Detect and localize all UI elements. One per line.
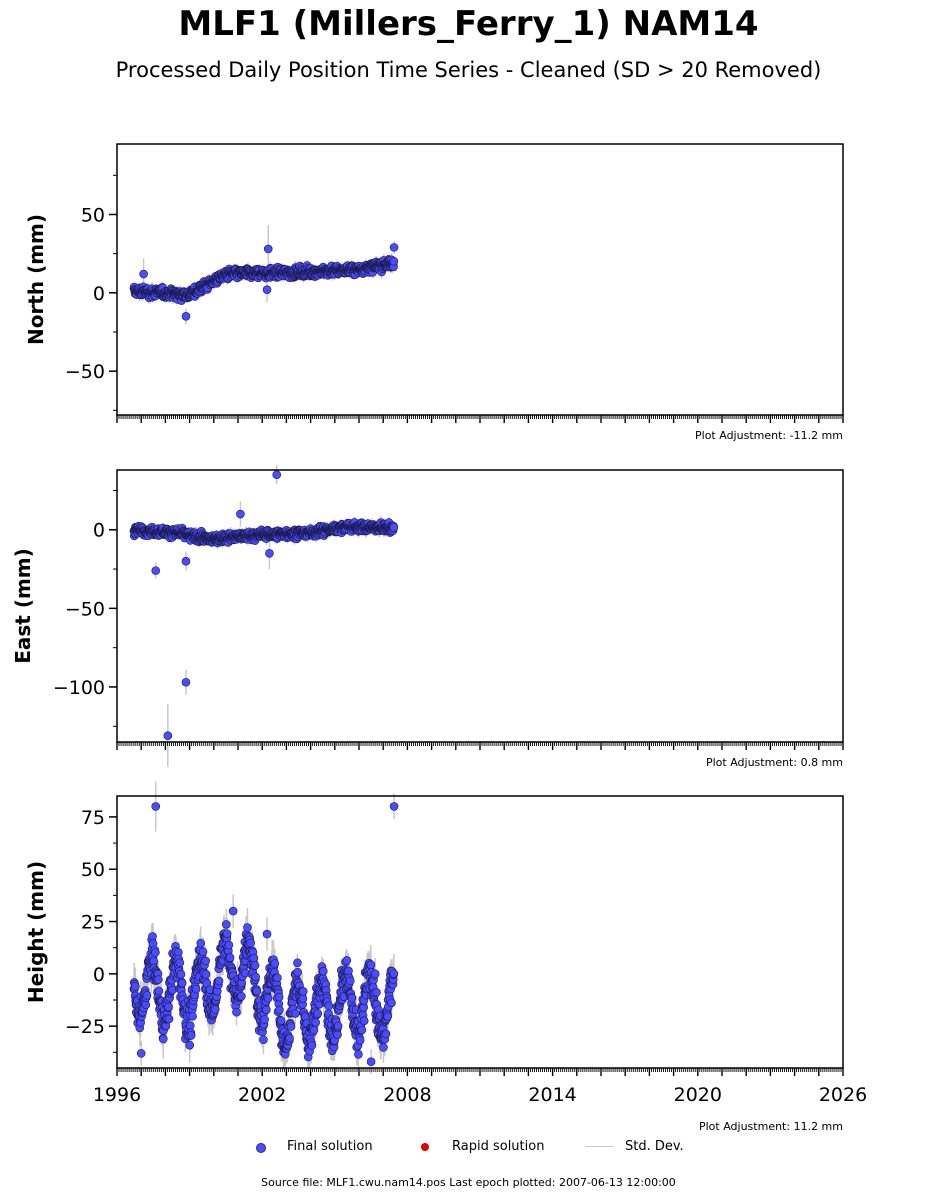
east-ticks: 0 −50 −100: [53, 489, 844, 750]
east-axis-label: East (mm): [11, 548, 35, 664]
data-point: [265, 549, 274, 558]
y-tick-label: −50: [65, 598, 105, 620]
data-point: [151, 566, 161, 575]
data-point: [389, 523, 399, 532]
y-tick-label: 50: [81, 204, 105, 226]
data-point: [139, 269, 148, 279]
data-point: [181, 677, 191, 687]
data-point: [181, 556, 191, 566]
y-tick-label: 0: [93, 520, 105, 542]
east-series: [129, 465, 399, 768]
data-point: [389, 243, 399, 252]
east-plot-frame: [116, 469, 844, 743]
chart-title: MLF1 (Millers_Ferry_1) NAM14: [178, 4, 759, 44]
north-ticks: 50 0 −50: [65, 174, 844, 423]
east-plot-adjustment: Plot Adjustment: 0.8 mm: [706, 756, 843, 769]
data-point: [236, 509, 245, 519]
y-tick-label: 0: [93, 283, 105, 305]
north-axis-label: North (mm): [24, 214, 48, 345]
y-tick-label: −100: [53, 677, 105, 699]
north-series: [129, 225, 399, 325]
y-tick-label: −50: [65, 361, 105, 383]
data-point: [163, 731, 173, 741]
data-point: [262, 285, 272, 294]
data-point: [272, 470, 282, 480]
north-plot-adjustment: Plot Adjustment: -11.2 mm: [695, 429, 843, 442]
chart-subtitle: Processed Daily Position Time Series - C…: [115, 58, 822, 82]
data-point: [181, 312, 191, 321]
data-point: [263, 244, 273, 254]
east-panel: 0 −50 −100 East (mm) Plot Adjustment: 0.8 …: [11, 465, 844, 769]
height-series: [129, 781, 399, 1075]
data-point: [389, 256, 399, 266]
north-panel: 50 0 −50 North (mm) Plot Adjustment: -11.2…: [24, 143, 844, 442]
